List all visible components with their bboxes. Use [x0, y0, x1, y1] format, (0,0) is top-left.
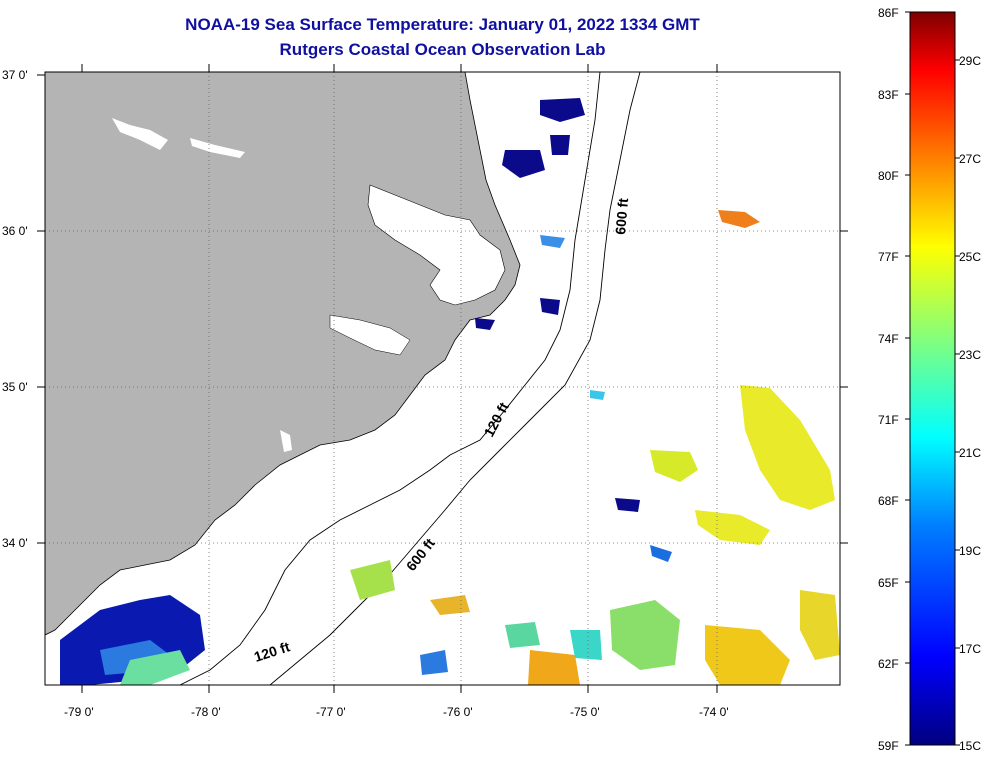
colorbar-ticks [905, 11, 960, 746]
lat-label-34: 34 0' [2, 536, 28, 550]
color-bar [909, 11, 956, 746]
cb-f-62: 62F [878, 657, 899, 671]
map-title: NOAA-19 Sea Surface Temperature: January… [185, 15, 700, 34]
lat-label-36: 36 0' [2, 224, 28, 238]
graticule [45, 72, 840, 685]
cb-f-59: 59F [878, 739, 899, 753]
lon-label-79: -79 0' [64, 705, 94, 719]
contour-label-600-north: 600 ft [612, 197, 631, 235]
contour-600ft [269, 72, 641, 685]
axis-ticks [37, 64, 848, 693]
cb-c-25: 25C [959, 250, 981, 264]
albemarle-inlet [112, 118, 168, 150]
lon-label-76: -76 0' [443, 705, 473, 719]
lon-label-77: -77 0' [316, 705, 346, 719]
cb-c-15: 15C [959, 739, 981, 753]
sst-patches [60, 98, 840, 685]
cb-c-17: 17C [959, 642, 981, 656]
cb-f-68: 68F [878, 494, 899, 508]
cb-f-77: 77F [878, 250, 899, 264]
lat-label-37: 37 0' [2, 68, 28, 82]
cb-c-27: 27C [959, 152, 981, 166]
lat-label-35: 35 0' [2, 380, 28, 394]
cb-c-29: 29C [959, 54, 981, 68]
cb-f-74: 74F [878, 332, 899, 346]
cb-f-71: 71F [878, 413, 899, 427]
cb-f-86: 86F [878, 6, 899, 20]
lon-label-74: -74 0' [699, 705, 729, 719]
cape-fear-inlet [280, 430, 292, 452]
cb-f-65: 65F [878, 576, 899, 590]
cb-c-21: 21C [959, 446, 981, 460]
map-frame [44, 71, 841, 686]
cb-c-19: 19C [959, 544, 981, 558]
contour-120ft [179, 72, 601, 685]
lon-label-78: -78 0' [191, 705, 221, 719]
map-subtitle: Rutgers Coastal Ocean Observation Lab [279, 40, 606, 59]
pamlico-sound [367, 184, 506, 306]
cb-f-83: 83F [878, 88, 899, 102]
chowan-inlet [190, 138, 245, 158]
neuse-river [329, 314, 411, 356]
cb-f-80: 80F [878, 169, 899, 183]
cb-c-23: 23C [959, 348, 981, 362]
lon-label-75: -75 0' [570, 705, 600, 719]
